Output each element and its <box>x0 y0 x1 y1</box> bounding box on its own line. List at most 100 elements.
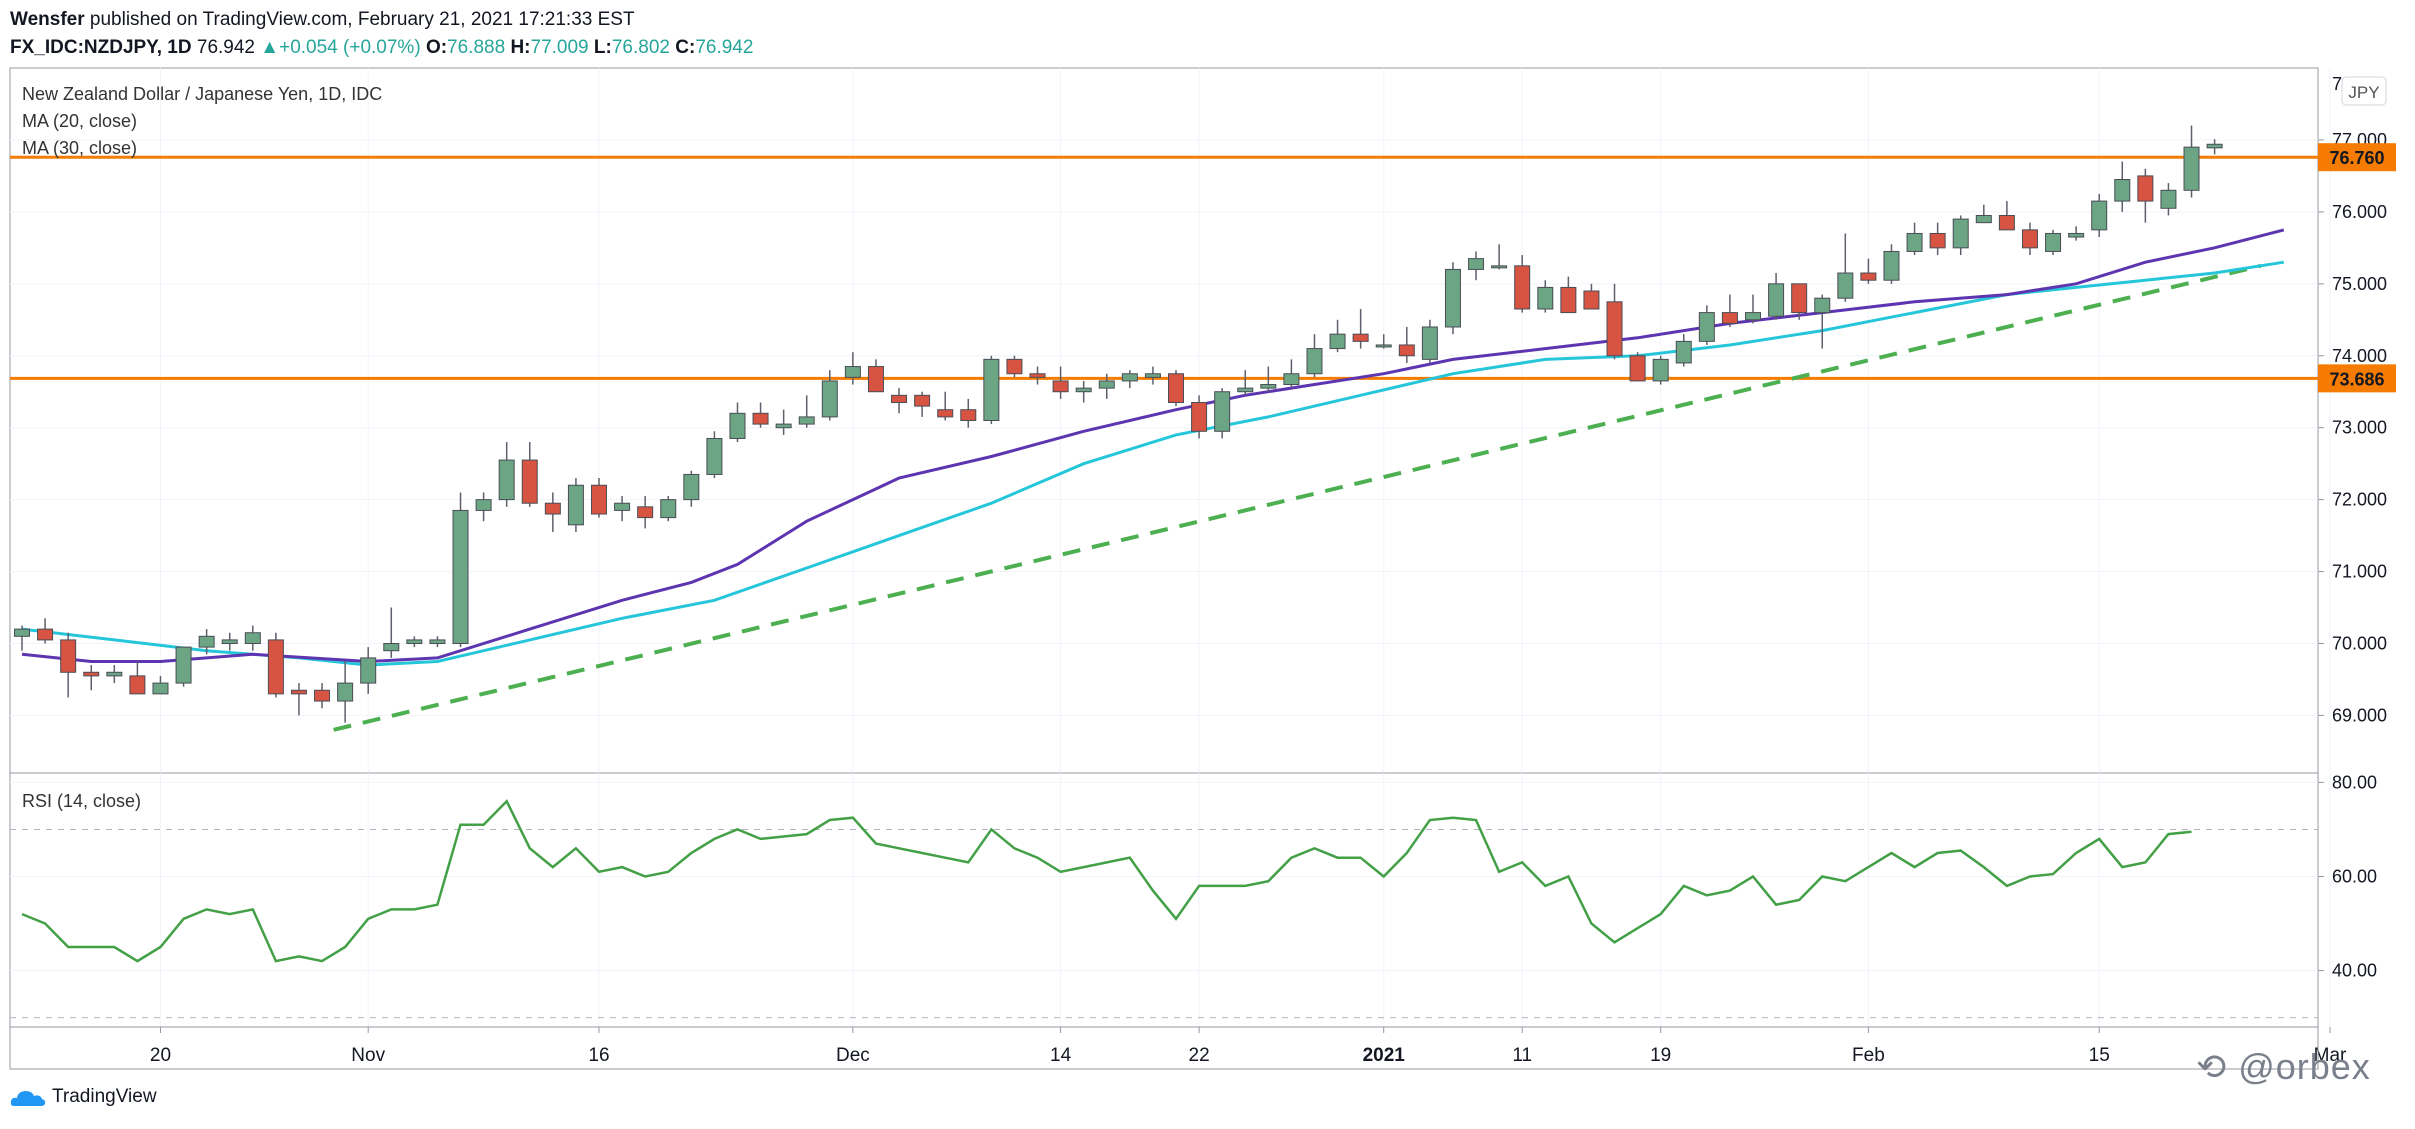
bearish-candle[interactable] <box>1560 276 1577 314</box>
bullish-candle[interactable] <box>683 470 700 507</box>
time-axis[interactable]: 20 Nov 16 Dec 14 22 2021 11 19 Feb 15 Mar <box>9 1026 2347 1070</box>
ma20-line[interactable] <box>21 228 2285 664</box>
bearish-candle[interactable] <box>937 391 954 421</box>
bearish-candle[interactable] <box>914 391 931 417</box>
bullish-candle[interactable] <box>406 636 423 648</box>
currency-button[interactable]: JPY <box>2341 76 2387 106</box>
bearish-candle[interactable] <box>60 632 77 698</box>
bearish-candle[interactable] <box>290 683 307 716</box>
bullish-candle[interactable] <box>729 402 746 443</box>
bullish-candle[interactable] <box>244 625 261 651</box>
bearish-candle[interactable] <box>1791 283 1808 320</box>
bullish-candle[interactable] <box>614 496 631 522</box>
bullish-candle[interactable] <box>1444 262 1461 335</box>
bearish-candle[interactable] <box>752 402 769 428</box>
bullish-candle[interactable] <box>2160 183 2177 216</box>
bullish-candle[interactable] <box>1952 215 1969 256</box>
bullish-candle[interactable] <box>2114 161 2131 212</box>
bearish-candle[interactable] <box>521 442 538 507</box>
bearish-candle[interactable] <box>1029 366 1046 385</box>
bearish-candle[interactable] <box>314 683 331 709</box>
bearish-candle[interactable] <box>867 359 884 393</box>
bearish-candle[interactable] <box>2137 168 2154 223</box>
bullish-candle[interactable] <box>983 355 1000 425</box>
bullish-candle[interactable] <box>1283 359 1300 389</box>
bullish-candle[interactable] <box>337 661 354 723</box>
bearish-candle[interactable] <box>1191 395 1208 439</box>
bullish-candle[interactable] <box>383 607 400 658</box>
dashed-trend-line[interactable] <box>333 263 2262 732</box>
bullish-candle[interactable] <box>660 496 677 522</box>
bullish-candle[interactable] <box>1075 380 1092 403</box>
bullish-candle[interactable] <box>706 431 723 479</box>
bullish-candle[interactable] <box>360 647 377 694</box>
bullish-candle[interactable] <box>1468 251 1485 281</box>
bullish-candle[interactable] <box>1652 355 1669 385</box>
bearish-candle[interactable] <box>1998 201 2015 231</box>
bearish-candle[interactable] <box>637 496 654 529</box>
bullish-candle[interactable] <box>14 625 30 651</box>
bullish-candle[interactable] <box>429 636 446 648</box>
bullish-candle[interactable] <box>498 442 515 507</box>
bullish-candle[interactable] <box>2091 193 2108 238</box>
bullish-candle[interactable] <box>1837 233 1854 302</box>
bearish-candle[interactable] <box>591 478 607 518</box>
bullish-candle[interactable] <box>1814 294 1831 349</box>
bullish-candle[interactable] <box>152 675 169 695</box>
price-pane[interactable]: 69.000 70.000 71.000 72.000 73.000 74.000 75.0… <box>9 67 2396 1027</box>
bullish-candle[interactable] <box>2206 139 2223 155</box>
bullish-candle[interactable] <box>1121 370 1138 389</box>
bullish-candle[interactable] <box>1214 388 1231 439</box>
bullish-candle[interactable] <box>1537 280 1554 313</box>
bearish-candle[interactable] <box>1052 366 1069 399</box>
bearish-candle[interactable] <box>37 618 54 644</box>
bullish-candle[interactable] <box>1698 305 1715 345</box>
bearish-candle[interactable] <box>1629 352 1646 382</box>
bullish-candle[interactable] <box>2045 229 2062 256</box>
bullish-candle[interactable] <box>106 665 123 684</box>
bearish-candle[interactable] <box>1721 294 1738 327</box>
bullish-candle[interactable] <box>775 409 792 435</box>
bullish-candle[interactable] <box>198 629 215 655</box>
bullish-candle[interactable] <box>1975 204 1992 224</box>
bullish-candle[interactable] <box>1768 273 1785 320</box>
bearish-candle[interactable] <box>1398 326 1415 363</box>
bullish-candle[interactable] <box>1906 222 1923 256</box>
bearish-candle[interactable] <box>891 388 908 414</box>
bearish-candle[interactable] <box>1860 258 1877 284</box>
bullish-candle[interactable] <box>1260 366 1277 392</box>
bullish-candle[interactable] <box>821 370 838 421</box>
bullish-candle[interactable] <box>1883 244 1900 284</box>
bullish-candle[interactable] <box>1491 244 1508 270</box>
bullish-candle[interactable] <box>1745 294 1761 324</box>
bullish-candle[interactable] <box>1237 370 1254 396</box>
author-name[interactable]: Wensfer <box>10 9 85 30</box>
rsi-pane[interactable]: 40.00 60.00 80.00 <box>9 772 2377 1028</box>
bearish-candle[interactable] <box>1583 283 1600 310</box>
bullish-candle[interactable] <box>1675 334 1692 367</box>
bullish-candle[interactable] <box>1375 334 1392 349</box>
bearish-candle[interactable] <box>1514 255 1531 313</box>
bullish-candle[interactable] <box>1421 319 1438 363</box>
bearish-candle[interactable] <box>1606 283 1623 360</box>
bullish-candle[interactable] <box>475 492 492 522</box>
tradingview-brand[interactable]: TradingView <box>10 1086 157 1108</box>
bearish-candle[interactable] <box>129 661 146 695</box>
bullish-candle[interactable] <box>1306 334 1323 378</box>
rsi-line[interactable] <box>21 799 2192 963</box>
bearish-candle[interactable] <box>544 492 561 533</box>
bullish-candle[interactable] <box>221 632 238 651</box>
bearish-candle[interactable] <box>960 398 977 428</box>
bearish-candle[interactable] <box>267 632 284 698</box>
bearish-candle[interactable] <box>1929 222 1946 256</box>
bullish-candle[interactable] <box>844 352 861 385</box>
bullish-candle[interactable] <box>1098 373 1115 399</box>
bullish-candle[interactable] <box>1329 319 1346 353</box>
bullish-candle[interactable] <box>798 395 815 428</box>
bullish-candle[interactable] <box>452 492 469 648</box>
bullish-candle[interactable] <box>2068 226 2085 241</box>
bearish-candle[interactable] <box>2021 222 2038 256</box>
bearish-candle[interactable] <box>1352 308 1369 349</box>
bearish-candle[interactable] <box>83 665 100 691</box>
